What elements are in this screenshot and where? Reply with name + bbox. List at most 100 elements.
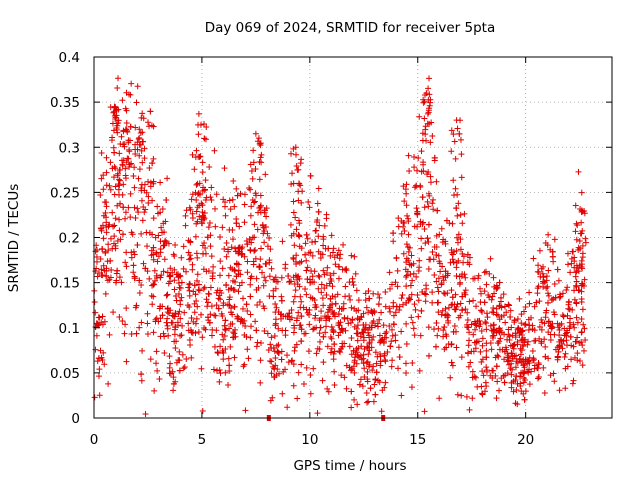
data-point <box>392 332 399 339</box>
data-point <box>569 380 576 387</box>
data-point <box>458 392 465 399</box>
data-point <box>279 390 286 397</box>
data-point <box>146 123 153 130</box>
data-point <box>419 289 426 296</box>
data-point <box>565 299 572 306</box>
data-point <box>272 322 279 329</box>
data-point <box>188 329 195 336</box>
data-point <box>426 75 433 82</box>
data-point <box>114 238 121 245</box>
data-point <box>418 235 425 242</box>
data-point <box>351 396 358 403</box>
data-point <box>150 244 157 251</box>
data-point <box>266 273 273 280</box>
data-point <box>304 264 311 271</box>
data-point <box>193 196 200 203</box>
data-point <box>116 227 123 234</box>
data-point <box>474 383 481 390</box>
data-point <box>465 363 472 370</box>
data-point <box>461 289 468 296</box>
data-point <box>438 280 445 287</box>
data-point <box>357 333 364 340</box>
data-point <box>434 284 441 291</box>
data-point <box>425 324 432 331</box>
data-point <box>574 350 581 357</box>
data-point <box>135 175 142 182</box>
data-point <box>98 225 105 232</box>
data-point <box>518 328 525 335</box>
data-point <box>464 251 471 258</box>
data-point <box>473 303 480 310</box>
data-point <box>202 177 209 184</box>
data-point <box>93 332 100 339</box>
data-point <box>328 323 335 330</box>
data-point <box>347 296 354 303</box>
data-point <box>448 148 455 155</box>
data-point <box>332 300 339 307</box>
data-point <box>275 341 282 348</box>
data-point <box>116 314 123 321</box>
data-point <box>198 220 205 227</box>
data-point <box>215 305 222 312</box>
data-point <box>297 293 304 300</box>
data-point <box>315 208 322 215</box>
data-point <box>153 249 160 256</box>
data-point <box>191 309 198 316</box>
data-point <box>145 119 152 126</box>
data-point <box>343 267 350 274</box>
data-point <box>356 381 363 388</box>
data-point <box>383 328 390 335</box>
data-point <box>94 358 101 365</box>
data-point <box>510 342 517 349</box>
data-point <box>372 349 379 356</box>
data-point <box>449 256 456 263</box>
data-point <box>270 276 277 283</box>
data-point <box>180 265 187 272</box>
data-point <box>359 383 366 390</box>
data-point <box>365 363 372 370</box>
data-point <box>219 224 226 231</box>
data-point <box>516 355 523 362</box>
data-point <box>94 273 101 280</box>
data-point <box>554 266 561 273</box>
data-point <box>138 181 145 188</box>
data-point <box>241 361 248 368</box>
data-point <box>439 273 446 280</box>
data-point <box>256 140 263 147</box>
data-point <box>171 253 178 260</box>
data-point <box>215 350 222 357</box>
data-point <box>404 212 411 219</box>
data-point <box>356 316 363 323</box>
data-point <box>230 286 237 293</box>
data-point <box>242 323 249 329</box>
data-point <box>426 120 433 127</box>
data-point <box>136 134 143 141</box>
data-point <box>368 307 375 314</box>
data-point <box>127 214 134 221</box>
data-point <box>130 248 137 255</box>
data-point <box>181 309 188 316</box>
data-point <box>122 321 129 328</box>
data-point <box>547 336 554 343</box>
x-tick-label: 10 <box>301 432 318 448</box>
data-point <box>425 85 432 92</box>
data-point <box>199 242 206 249</box>
data-point <box>116 191 123 198</box>
data-point <box>187 252 194 259</box>
data-point <box>282 265 289 272</box>
data-point <box>123 305 130 312</box>
data-point <box>341 315 348 322</box>
data-point <box>268 370 275 377</box>
data-point <box>418 307 425 314</box>
data-point <box>103 169 110 176</box>
data-point <box>152 316 159 323</box>
data-point <box>321 313 328 320</box>
data-point <box>291 242 298 249</box>
data-point <box>108 266 115 273</box>
data-point <box>270 293 277 300</box>
data-point <box>128 249 135 256</box>
data-point <box>357 376 364 383</box>
data-point <box>130 269 137 276</box>
data-point <box>173 271 180 278</box>
data-point <box>214 349 221 356</box>
